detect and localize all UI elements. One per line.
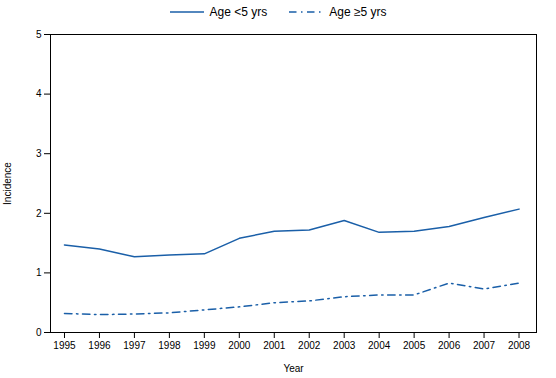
svg-text:Incidence: Incidence (2, 162, 13, 205)
svg-text:1997: 1997 (123, 340, 146, 351)
svg-text:1996: 1996 (88, 340, 111, 351)
svg-text:5: 5 (36, 29, 42, 40)
svg-text:Year: Year (283, 363, 304, 374)
svg-text:0: 0 (36, 327, 42, 338)
svg-text:1995: 1995 (53, 340, 76, 351)
svg-text:1: 1 (36, 267, 42, 278)
svg-text:2: 2 (36, 208, 42, 219)
svg-text:2001: 2001 (263, 340, 286, 351)
svg-text:1999: 1999 (193, 340, 216, 351)
svg-text:2002: 2002 (298, 340, 321, 351)
svg-text:2000: 2000 (228, 340, 251, 351)
svg-text:2007: 2007 (473, 340, 496, 351)
svg-text:2003: 2003 (333, 340, 356, 351)
svg-text:1998: 1998 (158, 340, 181, 351)
svg-text:3: 3 (36, 148, 42, 159)
svg-text:4: 4 (36, 88, 42, 99)
svg-text:2005: 2005 (403, 340, 426, 351)
svg-text:2004: 2004 (368, 340, 391, 351)
svg-text:2008: 2008 (508, 340, 531, 351)
html-text:Age ≥5 yrs: Age ≥5 yrs (329, 5, 387, 19)
svg-text:2006: 2006 (438, 340, 461, 351)
html-text:Age <5 yrs: Age <5 yrs (209, 5, 268, 19)
